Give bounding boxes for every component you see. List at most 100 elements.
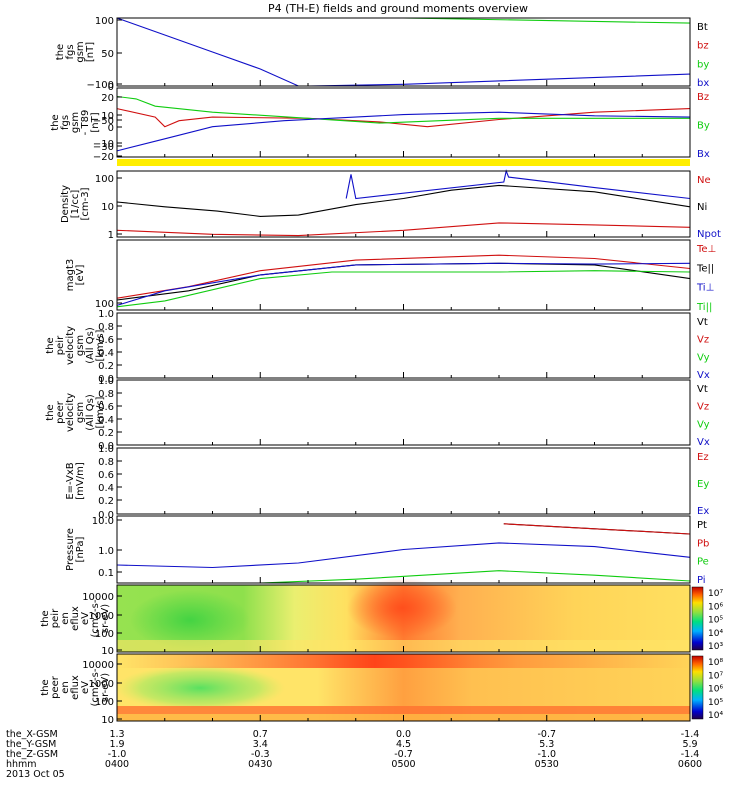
y-axis-label: (cm2-s- <box>90 599 101 637</box>
colorbar-label: 10⁵ <box>708 616 723 626</box>
legend-entry: Vx <box>697 437 710 448</box>
legend-entry: Vz <box>697 335 709 346</box>
y-tick-label: 1.0 <box>98 546 114 557</box>
colorbar-label: 10⁴ <box>708 629 723 639</box>
electron-spectrogram-cool-region <box>115 665 285 711</box>
y-tick-label: 20 <box>101 93 114 104</box>
panel-frame <box>116 239 691 311</box>
x-axis-value: 0530 <box>535 759 559 770</box>
y-tick-label: 1.0 <box>98 444 114 455</box>
y-tick-label: 100 <box>95 697 114 708</box>
y-tick-label: 0.6 <box>98 335 114 346</box>
y-axis-label: the <box>40 679 51 695</box>
series-pb <box>503 523 691 535</box>
x-axis-value: 0.0 <box>396 729 411 740</box>
legend-entry: Pe <box>697 557 709 568</box>
y-tick-label: 100 <box>95 16 114 27</box>
y-tick-label: 0.0 <box>98 374 114 385</box>
legend-entry: bx <box>697 78 709 89</box>
colorbar-label: 10⁶ <box>708 685 723 695</box>
y-axis-label: [km/s] <box>95 329 106 361</box>
x-axis-value: 4.5 <box>396 739 411 750</box>
legend-entry: Pt <box>697 520 707 531</box>
panel-frame <box>116 170 691 238</box>
y-axis-label: en <box>60 681 71 694</box>
y-axis-label: peer <box>55 400 66 424</box>
y-tick-label: 0.6 <box>98 402 114 413</box>
y-tick-label: 0.0 <box>98 510 114 521</box>
y-tick-label: 100 <box>95 299 114 310</box>
legend-entry: Pi <box>697 575 706 586</box>
y-tick-label: 0.8 <box>98 389 114 400</box>
y-tick-label: 1.0 <box>98 376 114 387</box>
y-axis-label: [nPa] <box>75 536 86 562</box>
y-axis-label: eV <box>80 612 91 625</box>
series-te <box>116 262 691 301</box>
y-tick-label: 10000 <box>82 592 114 603</box>
y-tick-label: −10 <box>93 139 114 150</box>
y-axis-label: gsm <box>75 335 86 356</box>
legend-entry: Ti|| <box>696 302 712 313</box>
panel-frame <box>116 312 691 379</box>
series-by <box>116 95 690 124</box>
y-tick-label: 0.8 <box>98 457 114 468</box>
y-axis-label: [cm-3] <box>80 187 91 220</box>
plot-title: P4 (TH-E) fields and ground moments over… <box>268 2 528 15</box>
legend-entry: Vx <box>697 370 710 381</box>
x-axis-value: 5.9 <box>682 739 697 750</box>
legend-entry: Bx <box>697 149 710 160</box>
y-tick-label: 1000 <box>89 611 114 622</box>
series-ni <box>116 184 691 217</box>
y-axis-label: [eV] <box>75 265 86 286</box>
colorbar <box>691 586 704 651</box>
electron-spectrogram-hot-band <box>117 654 690 668</box>
y-axis-label: [nT] <box>90 112 101 132</box>
x-axis-value: 0400 <box>105 759 129 770</box>
x-axis-value: -0.7 <box>537 729 556 740</box>
y-tick-label: 0.1 <box>98 568 114 579</box>
y-axis-label: - T89 <box>80 110 91 136</box>
legend-entry: Te⊥ <box>696 244 716 255</box>
y-axis-label: peir <box>50 608 61 628</box>
x-axis-value: 3.4 <box>253 739 268 750</box>
x-axis-value: -1.4 <box>681 749 700 760</box>
status-bar <box>117 159 690 166</box>
y-axis-label: Density <box>60 185 71 223</box>
y-axis-label: [nT] <box>85 42 96 62</box>
legend-entry: Bt <box>697 22 708 33</box>
y-tick-label: 0.4 <box>98 415 114 426</box>
y-axis-label: eflux <box>70 675 81 700</box>
y-axis-label: (cm2-s- <box>90 668 101 706</box>
legend-entry: Ez <box>697 452 709 463</box>
series-pi <box>116 542 691 569</box>
x-axis-value: 5.3 <box>539 739 554 750</box>
y-axis-label: eflux <box>70 606 81 631</box>
y-tick-label: 10000 <box>82 660 114 671</box>
legend-entry: Ni <box>697 202 707 213</box>
date-label: 2013 Oct 05 <box>6 769 65 780</box>
y-axis-label: magt3 <box>65 259 76 292</box>
y-axis-label: peer <box>50 675 61 699</box>
y-axis-label: eV <box>80 681 91 694</box>
labels: P4 (TH-E) fields and ground moments over… <box>6 2 723 780</box>
y-tick-label: −100 <box>87 80 114 91</box>
ion-spectrogram-cool-region <box>130 590 250 650</box>
x-axis-value: -1.0 <box>537 749 556 760</box>
y-tick-label: 50 <box>101 49 114 60</box>
data-marks <box>116 17 691 584</box>
colorbar-label: 10⁶ <box>708 602 723 612</box>
y-axis-label: gsm <box>75 402 86 423</box>
x-axis-value: -1.0 <box>108 749 127 760</box>
legend-entry: Vt <box>697 384 708 395</box>
colorbar <box>691 655 704 720</box>
y-tick-label: 0.8 <box>98 322 114 333</box>
y-axis-label: en <box>60 612 71 625</box>
x-axis-value: 0500 <box>391 759 415 770</box>
legend-entry: Vt <box>697 317 708 328</box>
x-axis-row-label: hhmm <box>6 759 37 770</box>
colorbar-label: 10⁴ <box>708 711 723 721</box>
spectrogram-backgrounds <box>115 159 690 721</box>
y-tick-label: 10 <box>101 715 114 726</box>
y-axis-label: the <box>45 404 56 420</box>
legend-entry: Vy <box>697 352 710 363</box>
